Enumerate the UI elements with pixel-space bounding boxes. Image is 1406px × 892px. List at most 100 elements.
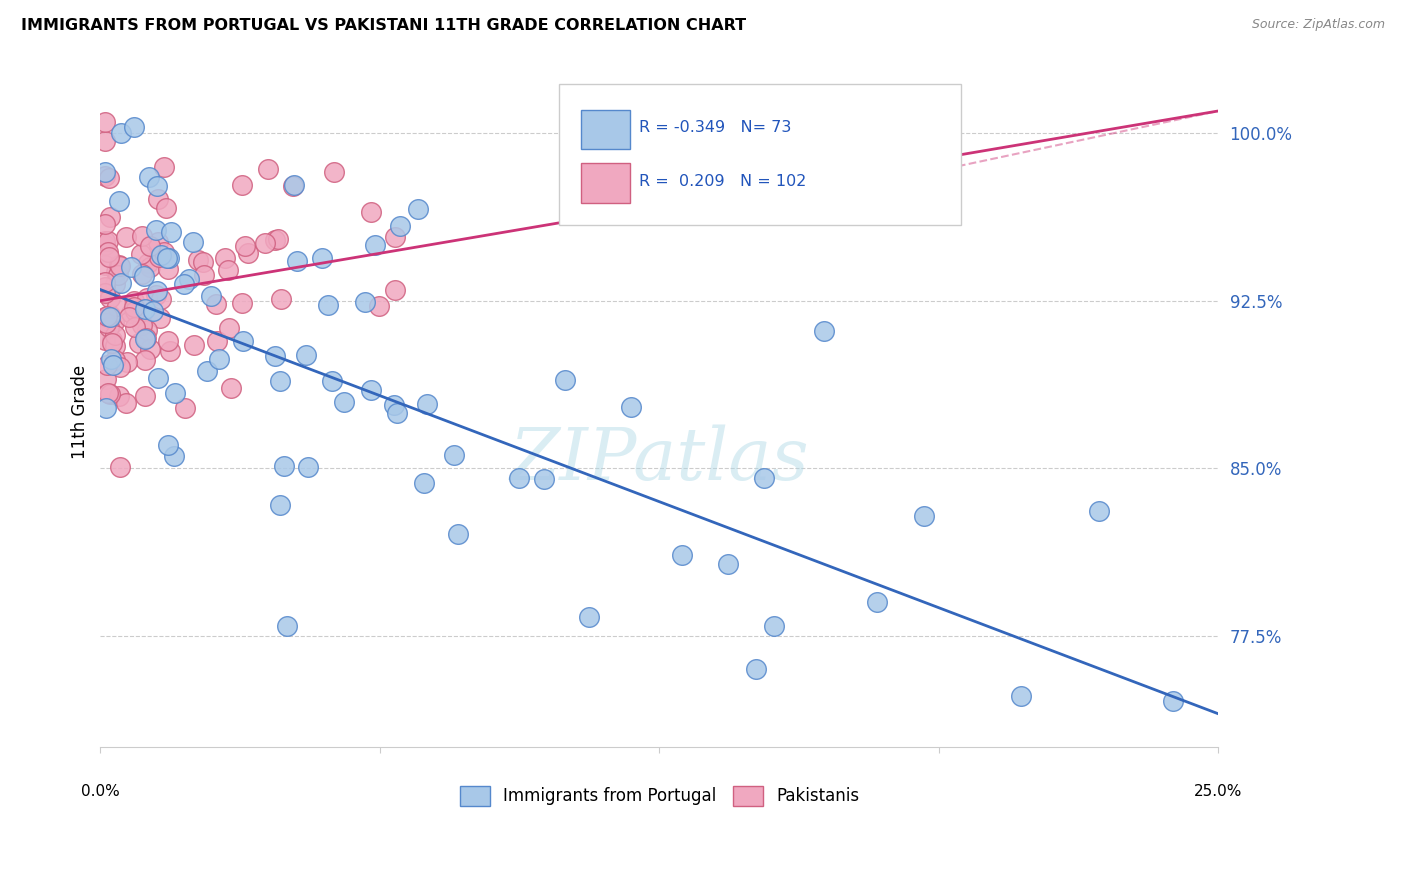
Pakistanis [120,305,142,319]
Immigrants from Portugal [813,324,835,338]
Pakistanis [152,160,174,174]
Pakistanis [104,339,127,353]
Pakistanis [98,308,121,322]
Pakistanis [129,247,152,261]
Pakistanis [155,201,177,215]
Immigrants from Portugal [149,248,172,262]
Immigrants from Portugal [200,289,222,303]
Pakistanis [139,239,162,253]
Immigrants from Portugal [763,618,786,632]
Pakistanis [159,343,181,358]
Pakistanis [98,387,121,401]
Immigrants from Portugal [388,219,411,233]
Immigrants from Portugal [134,333,156,347]
Immigrants from Portugal [173,277,195,291]
Pakistanis [97,234,120,248]
Pakistanis [115,396,138,410]
Text: Source: ZipAtlas.com: Source: ZipAtlas.com [1251,18,1385,31]
Pakistanis [148,192,170,206]
Pakistanis [384,283,406,297]
Pakistanis [94,372,117,386]
Immigrants from Portugal [159,225,181,239]
Text: R =  0.209   N = 102: R = 0.209 N = 102 [640,174,807,189]
Immigrants from Portugal [269,498,291,512]
Immigrants from Portugal [156,251,179,265]
Text: ZIPatlas: ZIPatlas [509,424,810,494]
Pakistanis [204,297,226,311]
Pakistanis [281,179,304,194]
Pakistanis [360,205,382,219]
Immigrants from Portugal [866,595,889,609]
Pakistanis [94,286,117,301]
Pakistanis [94,275,117,289]
Immigrants from Portugal [208,351,231,366]
Pakistanis [139,342,162,356]
Text: 0.0%: 0.0% [82,784,120,799]
Immigrants from Portugal [122,120,145,135]
Pakistanis [157,334,180,348]
Immigrants from Portugal [163,450,186,464]
Pakistanis [97,171,120,186]
Text: IMMIGRANTS FROM PORTUGAL VS PAKISTANI 11TH GRADE CORRELATION CHART: IMMIGRANTS FROM PORTUGAL VS PAKISTANI 11… [21,18,747,33]
Y-axis label: 11th Grade: 11th Grade [72,366,89,459]
Immigrants from Portugal [447,527,470,541]
Pakistanis [218,320,240,334]
Pakistanis [149,292,172,306]
Pakistanis [134,389,156,403]
Immigrants from Portugal [413,475,436,490]
Pakistanis [146,235,169,249]
Immigrants from Portugal [416,396,439,410]
Immigrants from Portugal [110,276,132,290]
Immigrants from Portugal [145,223,167,237]
Pakistanis [257,161,280,176]
Pakistanis [94,218,117,232]
Immigrants from Portugal [110,126,132,140]
Pakistanis [205,334,228,348]
Pakistanis [94,237,117,252]
Immigrants from Portugal [100,352,122,367]
Pakistanis [263,233,285,247]
Pakistanis [97,245,120,260]
FancyBboxPatch shape [581,163,630,202]
Immigrants from Portugal [285,253,308,268]
Immigrants from Portugal [297,459,319,474]
Immigrants from Portugal [554,373,576,387]
Pakistanis [114,230,136,244]
Pakistanis [270,292,292,306]
Text: R = -0.349   N= 73: R = -0.349 N= 73 [640,120,792,136]
Pakistanis [115,355,138,369]
Pakistanis [104,277,127,291]
Legend: Immigrants from Portugal, Pakistanis: Immigrants from Portugal, Pakistanis [453,779,866,813]
Pakistanis [173,401,195,415]
Pakistanis [236,246,259,260]
Immigrants from Portugal [232,334,254,348]
Pakistanis [131,268,153,282]
Pakistanis [122,301,145,315]
Pakistanis [131,229,153,244]
Pakistanis [193,268,215,282]
Immigrants from Portugal [353,294,375,309]
Pakistanis [104,352,127,367]
Immigrants from Portugal [316,298,339,312]
Pakistanis [108,259,131,273]
Pakistanis [231,296,253,310]
Pakistanis [104,327,127,342]
Immigrants from Portugal [406,202,429,216]
Pakistanis [96,359,118,373]
Pakistanis [108,360,131,375]
Pakistanis [193,255,215,269]
Pakistanis [124,304,146,318]
Pakistanis [183,337,205,351]
Pakistanis [94,169,117,183]
Pakistanis [108,460,131,475]
Pakistanis [135,331,157,345]
Pakistanis [94,115,117,129]
Immigrants from Portugal [101,358,124,372]
Pakistanis [94,316,117,330]
Immigrants from Portugal [120,260,142,274]
Pakistanis [94,280,117,294]
Immigrants from Portugal [157,438,180,452]
Immigrants from Portugal [146,285,169,299]
Pakistanis [94,333,117,347]
Pakistanis [105,265,128,279]
